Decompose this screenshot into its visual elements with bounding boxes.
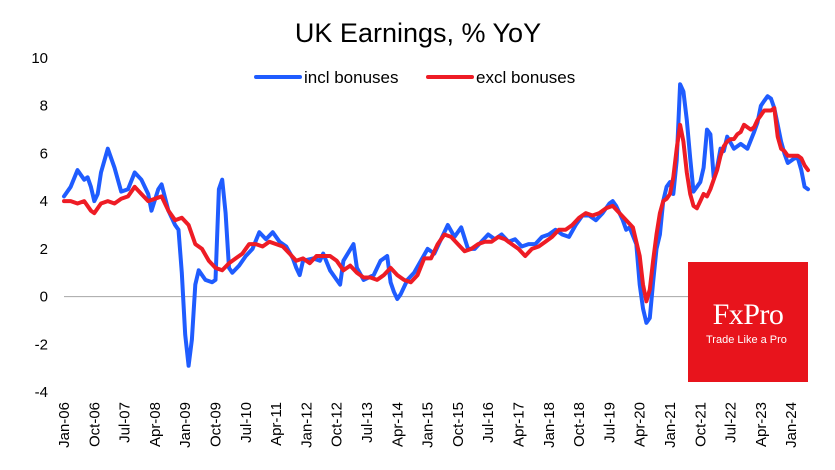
x-tick-label: Jan-15 [420, 402, 437, 448]
x-tick-label: Jul-22 [723, 402, 740, 443]
x-tick-label: Oct-15 [450, 402, 467, 447]
legend-label-incl: incl bonuses [304, 68, 399, 87]
logo-brand: FxPro [712, 298, 784, 331]
y-axis: -4 -2 0 2 4 6 8 10 [31, 50, 48, 401]
x-tick-label: Apr-17 [510, 402, 527, 447]
x-tick-label: Jan-24 [783, 402, 800, 448]
chart-title: UK Earnings, % YoY [295, 18, 541, 48]
y-tick-label: 8 [40, 98, 48, 115]
x-tick-label: Apr-08 [147, 402, 164, 447]
x-tick-label: Oct-09 [207, 402, 224, 447]
x-tick-label: Apr-14 [389, 402, 406, 447]
x-tick-label: Apr-11 [268, 402, 285, 446]
x-tick-label: Jan-09 [177, 402, 194, 448]
x-tick-label: Jan-12 [298, 402, 315, 448]
x-tick-label: Jul-07 [117, 402, 134, 443]
chart-legend: incl bonuses excl bonuses [254, 68, 575, 87]
x-tick-label: Jan-18 [541, 402, 558, 448]
series-layer [62, 82, 810, 368]
x-axis: Jan-06 Oct-06 Jul-07 Apr-08 Jan-09 Oct-09 Jul-… [56, 402, 800, 448]
y-tick-label: 10 [31, 50, 48, 67]
x-tick-label: Oct-12 [329, 402, 346, 447]
x-tick-label: Oct-06 [86, 402, 103, 447]
y-tick-label: -4 [35, 384, 48, 401]
x-tick-label: Jan-21 [662, 402, 679, 448]
x-tick-label: Apr-20 [632, 402, 649, 447]
x-tick-label: Jan-06 [56, 402, 73, 448]
y-tick-label: 2 [40, 241, 48, 258]
series-line-excl-bonuses [62, 106, 810, 304]
x-tick-label: Oct-18 [571, 402, 588, 447]
y-tick-label: 4 [40, 193, 48, 210]
logo-tagline: Trade Like a Pro [706, 334, 787, 346]
x-tick-label: Jul-13 [359, 402, 376, 443]
x-tick-label: Apr-23 [753, 402, 770, 447]
x-tick-label: Jul-10 [238, 402, 255, 443]
y-tick-label: 0 [40, 289, 48, 306]
x-tick-label: Oct-21 [692, 402, 709, 447]
y-tick-label: 6 [40, 145, 48, 162]
x-tick-label: Jul-19 [601, 402, 618, 443]
legend-label-excl: excl bonuses [476, 68, 575, 87]
y-tick-label: -2 [35, 336, 48, 353]
x-tick-label: Jul-16 [480, 402, 497, 443]
fxpro-logo: FxPro Trade Like a Pro [688, 262, 808, 382]
